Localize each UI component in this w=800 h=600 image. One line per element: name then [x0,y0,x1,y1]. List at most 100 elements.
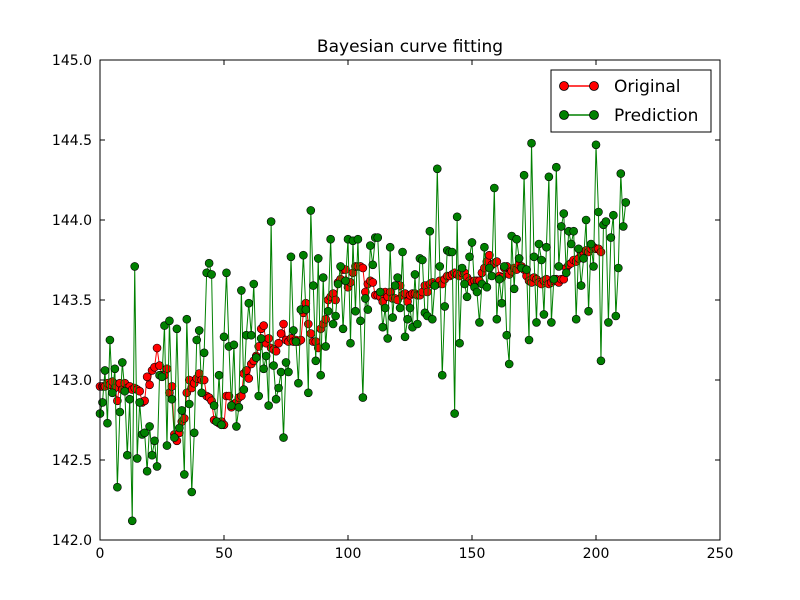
data-point-original [259,321,268,330]
data-point-prediction [199,348,209,358]
data-point-prediction [361,294,370,303]
data-point-prediction [184,399,194,409]
data-point-prediction [542,242,551,252]
data-point-prediction [440,302,450,311]
data-point-prediction [259,364,268,374]
data-point-prediction [614,263,623,273]
legend-prediction-marker-1 [559,110,569,120]
data-point-prediction [375,287,385,297]
data-point-prediction [601,217,611,226]
data-point-original [492,257,502,266]
data-point-prediction [145,422,154,431]
data-point-prediction [524,335,534,345]
data-point-prediction [581,215,591,225]
data-point-prediction [239,385,249,394]
data-point-original [244,374,254,383]
x-tick-label: 200 [583,546,610,562]
data-point-prediction [393,273,402,282]
data-point-prediction [351,306,360,316]
data-point-prediction [234,402,244,412]
data-point-prediction [291,337,301,346]
data-point-prediction [167,394,177,404]
data-point-prediction [621,198,631,207]
data-point-prediction [410,270,420,279]
legend: Original Prediction [550,69,712,133]
data-point-prediction [276,367,286,377]
data-point-prediction [222,268,231,278]
data-point-prediction [122,450,132,460]
data-point-prediction [566,239,576,249]
data-point-prediction [306,206,316,215]
data-point-prediction [294,378,303,388]
data-point-original [155,361,164,370]
data-point-prediction [304,388,313,398]
data-point-prediction [502,330,512,340]
data-point-original [304,319,313,329]
data-point-prediction [452,212,462,222]
data-point-prediction [611,311,621,321]
data-point-prediction [589,262,598,271]
data-point-prediction [492,314,502,324]
data-point-original [358,263,368,273]
data-point-original [306,329,316,338]
data-point-prediction [398,247,407,257]
data-point-prediction [490,183,499,193]
data-point-prediction [618,222,628,231]
data-point-prediction [447,247,457,257]
data-point-prediction [187,487,197,497]
data-point-prediction [336,262,345,271]
data-point-prediction [249,279,259,289]
data-point-prediction [556,222,566,231]
data-point-prediction [127,516,137,526]
data-point-prediction [244,298,254,308]
data-point-prediction [380,303,390,313]
data-point-prediction [157,372,167,382]
data-point-original [276,329,286,338]
data-point-prediction [385,242,395,252]
data-point-prediction [217,420,226,430]
data-point-prediction [559,209,569,218]
data-point-prediction [237,286,246,295]
data-point-prediction [318,273,328,282]
data-point-original [135,386,144,396]
data-point-prediction [527,138,536,148]
data-point-prediction [308,281,318,290]
data-point-prediction [594,207,603,217]
data-point-prediction [266,217,276,226]
data-point-prediction [395,303,405,313]
data-point-prediction [494,274,504,284]
data-point-prediction [103,418,112,428]
data-point-prediction [561,268,571,278]
data-point-prediction [331,311,340,321]
data-point-prediction [170,433,179,442]
data-point-prediction [197,388,206,398]
x-tick-label: 0 [96,546,105,562]
data-point-prediction [140,428,149,438]
data-point-prediction [192,335,202,345]
data-point-prediction [512,234,521,244]
data-point-prediction [341,276,350,286]
data-point-prediction [299,250,308,260]
data-point-prediction [569,226,578,236]
data-point-prediction [482,282,492,292]
data-point-prediction [579,254,588,263]
data-point-prediction [281,358,291,367]
data-point-prediction [289,326,298,335]
data-point-prediction [110,364,120,374]
data-point-prediction [425,226,435,236]
data-point-prediction [609,210,618,220]
data-point-prediction [591,140,601,150]
data-point-original [596,247,606,257]
data-point-prediction [232,422,241,431]
data-point-prediction [549,274,559,284]
data-point-prediction [383,334,392,343]
data-point-prediction [251,353,261,362]
data-point-prediction [576,281,586,290]
data-point-prediction [487,271,497,281]
data-point-prediction [465,252,474,262]
data-point-prediction [596,356,606,366]
data-point-prediction [532,318,541,327]
data-point-prediction [497,298,507,308]
data-point-prediction [460,279,469,289]
